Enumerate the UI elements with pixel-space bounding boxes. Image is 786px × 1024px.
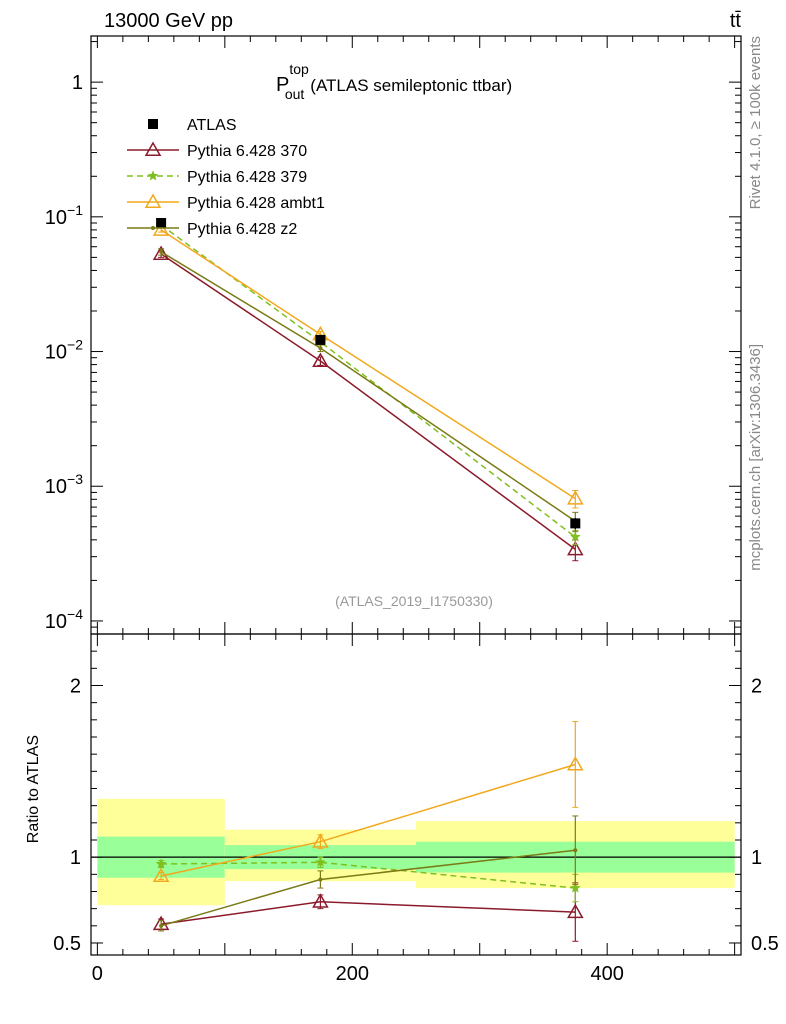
legend-marker <box>144 141 162 156</box>
main-series-line <box>160 253 576 551</box>
ratio-y-tick-label-left: 0.5 <box>53 933 81 955</box>
legend-marker <box>151 226 155 230</box>
atlas-data-point <box>570 518 581 529</box>
ratio-data-point <box>159 923 164 928</box>
side-label-top: Rivet 4.1.0, ≥ 100k events <box>747 36 764 209</box>
title-sup: top <box>289 61 309 77</box>
y-tick-label-exp: −4 <box>67 606 83 622</box>
y-tick-label: 10−1 <box>45 202 83 229</box>
legend-label: Pythia 6.428 370 <box>187 143 307 160</box>
ratio-data-point <box>573 848 578 853</box>
y-tick-label-exp: −3 <box>67 471 83 487</box>
atlas-data-point <box>315 334 326 345</box>
ratio-panel: 0.5 0.5 1 1 2 2 0 200 400 Ratio to ATLAS <box>25 633 779 985</box>
legend-marker <box>147 170 159 181</box>
ratio-data-point <box>152 867 170 883</box>
chart-title: Ptop out (ATLAS semileptonic ttbar) <box>276 61 512 102</box>
ratio-frame <box>90 633 742 956</box>
main-series-line <box>160 229 576 500</box>
y-tick-label-exp: −1 <box>67 202 83 218</box>
ratio-y-tick-label-left: 2 <box>70 675 81 697</box>
legend-marker <box>144 193 162 208</box>
legend-label: Pythia 6.428 z2 <box>187 221 297 238</box>
ratio-series-line <box>161 861 576 889</box>
labels-layer: 13000 GeV pp tt̄ Rivet 4.1.0, ≥ 100k eve… <box>104 10 764 571</box>
legend: ATLAS Pythia 6.428 370 Pythia 6.428 379 Pyt… <box>127 117 325 238</box>
ratio-data-point <box>567 755 584 771</box>
y-tick-label-base: 10 <box>45 207 67 229</box>
ratio-data-point <box>312 893 329 908</box>
legend-label-atlas: ATLAS <box>187 117 237 134</box>
ratio-y-tick-label-right: 1 <box>751 847 762 869</box>
main-data-point <box>159 249 164 254</box>
x-tick-label: 0 <box>92 963 103 985</box>
y-tick-label: 10−2 <box>45 337 83 364</box>
ratio-data-point <box>318 877 323 882</box>
side-label-bottom: mcplots.cern.ch [arXiv:1306.3436] <box>747 344 764 571</box>
main-data-point <box>152 221 170 236</box>
main-data-point <box>312 352 329 368</box>
ratio-data-point <box>155 858 167 869</box>
y-tick-label-base: 10 <box>45 611 67 633</box>
ratio-y-tick-label-right: 2 <box>751 675 762 697</box>
ratio-data-point <box>315 856 326 867</box>
x-tick-label: 400 <box>590 963 623 985</box>
main-series-line <box>160 251 576 522</box>
legend-label: Pythia 6.428 379 <box>187 169 307 186</box>
ratio-y-tick-label-right: 0.5 <box>751 933 779 955</box>
title-base: P <box>276 74 289 96</box>
header-left-label: 13000 GeV pp <box>104 10 233 32</box>
main-data-point <box>567 490 584 505</box>
main-data-point <box>567 540 584 556</box>
y-tick-label: 1 <box>72 72 83 94</box>
y-tick-label: 10−4 <box>45 606 83 633</box>
ratio-data-point <box>312 833 329 848</box>
y-tick-label-exp: −2 <box>67 337 83 353</box>
watermark-label: (ATLAS_2019_I1750330) <box>335 593 493 609</box>
legend-label: Pythia 6.428 ambt1 <box>187 195 325 212</box>
header-right-label: tt̄ <box>730 10 742 32</box>
y-tick-label: 10−3 <box>45 471 83 498</box>
ratio-data-point <box>569 882 581 893</box>
ratio-data-point <box>567 903 584 919</box>
y-tick-label-base: 10 <box>45 476 67 498</box>
y-tick-label-base: 10 <box>45 342 67 364</box>
main-data-point <box>318 346 323 351</box>
ratio-y-tick-label-left: 1 <box>70 847 81 869</box>
title-rest: (ATLAS semileptonic ttbar) <box>310 76 512 95</box>
atlas-data-point <box>156 217 167 228</box>
legend-marker-atlas <box>148 119 158 129</box>
title-sub: out <box>285 86 305 102</box>
main-data-point <box>569 531 581 542</box>
x-tick-label: 200 <box>336 963 369 985</box>
ratio-y-axis-label: Ratio to ATLAS <box>25 735 42 843</box>
